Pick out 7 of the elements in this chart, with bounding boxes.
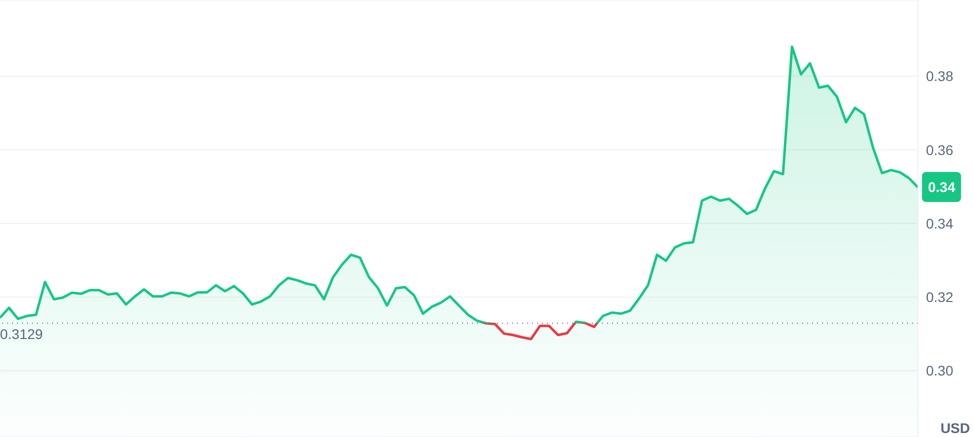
ref-line-label: 0.3129 xyxy=(0,326,44,342)
y-tick-label: 0.36 xyxy=(926,142,954,158)
y-tick-label: 0.34 xyxy=(926,215,954,232)
y-tick-label: 0.38 xyxy=(926,68,954,84)
y-tick-label: 0.32 xyxy=(926,289,954,306)
y-tick-label: 0.30 xyxy=(926,362,954,379)
y-axis-title: USD xyxy=(940,420,970,436)
